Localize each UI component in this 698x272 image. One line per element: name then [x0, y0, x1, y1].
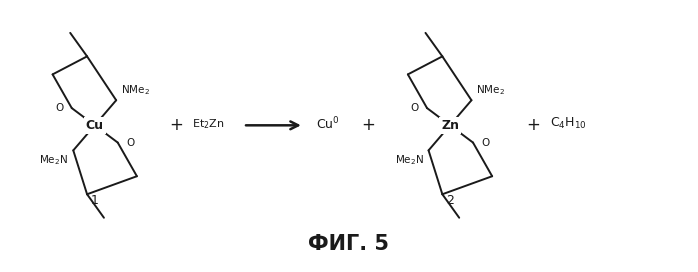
Text: Me$_2$N: Me$_2$N: [394, 153, 424, 167]
Text: Cu$^0$: Cu$^0$: [315, 116, 339, 132]
Text: Et$_2$Zn: Et$_2$Zn: [192, 117, 225, 131]
Text: 2: 2: [446, 194, 454, 207]
Text: +: +: [527, 116, 540, 134]
Text: 1: 1: [91, 194, 98, 207]
Text: ФИГ. 5: ФИГ. 5: [309, 234, 389, 254]
Text: O: O: [482, 138, 489, 147]
Text: Me$_2$N: Me$_2$N: [39, 153, 68, 167]
Text: +: +: [170, 116, 183, 134]
Text: +: +: [362, 116, 376, 134]
Text: NMe$_2$: NMe$_2$: [121, 84, 150, 97]
Text: O: O: [410, 103, 419, 113]
Text: C$_4$H$_{10}$: C$_4$H$_{10}$: [549, 116, 586, 131]
Text: NMe$_2$: NMe$_2$: [476, 84, 505, 97]
Text: Cu: Cu: [86, 119, 104, 132]
Text: Zn: Zn: [441, 119, 459, 132]
Text: O: O: [126, 138, 134, 147]
Text: O: O: [55, 103, 64, 113]
